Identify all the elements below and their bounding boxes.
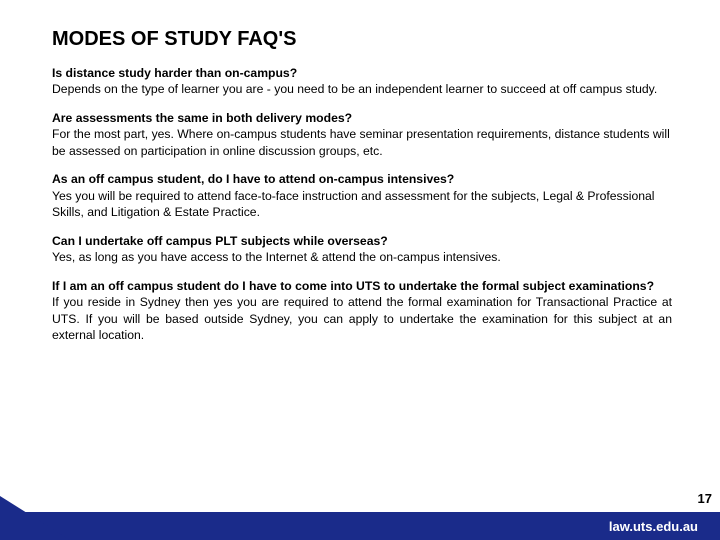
page-number: 17 bbox=[698, 491, 712, 506]
faq-item: Are assessments the same in both deliver… bbox=[52, 110, 672, 159]
page-title: MODES OF STUDY FAQ'S bbox=[52, 28, 672, 51]
faq-answer: If you reside in Sydney then yes you are… bbox=[52, 294, 672, 343]
faq-answer: For the most part, yes. Where on-campus … bbox=[52, 126, 672, 159]
footer-url: law.uts.edu.au bbox=[609, 519, 698, 534]
faq-answer: Yes, as long as you have access to the I… bbox=[52, 249, 672, 265]
faq-item: Is distance study harder than on-campus?… bbox=[52, 65, 672, 98]
faq-question: As an off campus student, do I have to a… bbox=[52, 171, 672, 187]
faq-question: Is distance study harder than on-campus? bbox=[52, 65, 672, 81]
content-area: MODES OF STUDY FAQ'S Is distance study h… bbox=[0, 0, 720, 344]
faq-question: If I am an off campus student do I have … bbox=[52, 278, 672, 294]
faq-item: As an off campus student, do I have to a… bbox=[52, 171, 672, 220]
faq-question: Are assessments the same in both deliver… bbox=[52, 110, 672, 126]
faq-answer: Depends on the type of learner you are -… bbox=[52, 81, 672, 97]
footer-triangle bbox=[0, 496, 70, 540]
faq-question: Can I undertake off campus PLT subjects … bbox=[52, 233, 672, 249]
faq-item: If I am an off campus student do I have … bbox=[52, 278, 672, 344]
faq-answer: Yes you will be required to attend face-… bbox=[52, 188, 672, 221]
faq-item: Can I undertake off campus PLT subjects … bbox=[52, 233, 672, 266]
